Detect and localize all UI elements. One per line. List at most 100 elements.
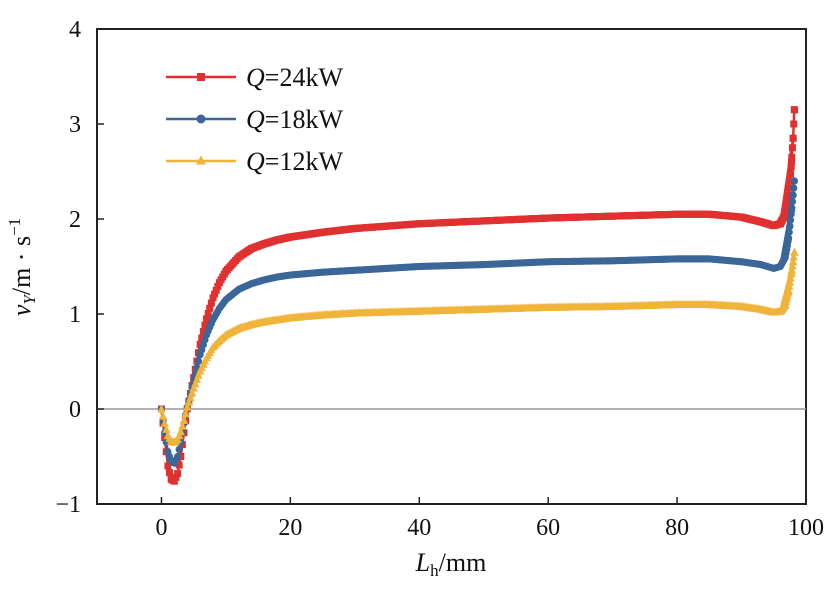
y-tick-label: 1: [69, 302, 81, 328]
x-tick-label: 100: [788, 515, 824, 541]
x-tick-label: 80: [665, 515, 689, 541]
data-point: [176, 427, 185, 436]
data-point: [788, 197, 797, 206]
x-tick-label: 0: [155, 515, 167, 541]
legend-entry-18kw: Q=18kW: [166, 105, 343, 134]
data-point: [785, 184, 793, 192]
data-point: [788, 257, 798, 266]
data-point: [786, 177, 794, 185]
data-point: [187, 388, 197, 397]
data-point: [164, 462, 172, 470]
data-point: [158, 411, 168, 420]
data-point: [788, 153, 796, 161]
data-point: [786, 269, 796, 278]
data-point: [179, 415, 189, 424]
data-point: [782, 206, 790, 214]
y-axis-label: vY/m · s−1: [5, 218, 39, 316]
legend: Q=24kW Q=18kW Q=12kW: [166, 63, 343, 176]
data-point: [201, 321, 209, 329]
x-tick-label: 40: [407, 515, 431, 541]
data-point: [784, 234, 793, 242]
data-point: [783, 203, 791, 211]
data-point: [175, 461, 183, 469]
svg-text:Q=24kW: Q=24kW: [246, 63, 343, 92]
data-point: [173, 452, 182, 461]
data-point: [160, 418, 169, 427]
data-point: [781, 210, 789, 218]
data-point: [784, 285, 793, 294]
data-point: [788, 204, 796, 212]
data-point: [204, 310, 212, 318]
data-point: [786, 273, 795, 282]
data-point: [206, 304, 214, 312]
data-point: [194, 357, 203, 365]
data-point: [198, 334, 206, 342]
data-point: [790, 184, 798, 192]
series-q-12kw: [157, 247, 799, 446]
data-point: [786, 222, 794, 230]
series-q-18kw: [157, 177, 798, 467]
data-point: [789, 134, 797, 142]
data-point: [785, 277, 795, 286]
x-tick-label: 60: [536, 515, 560, 541]
data-point: [207, 299, 215, 307]
data-point: [212, 286, 220, 294]
data-point: [199, 328, 207, 336]
data-point: [184, 397, 194, 406]
data-point: [172, 473, 180, 481]
data-point: [790, 247, 799, 256]
data-point: [785, 191, 793, 199]
data-point: [790, 106, 798, 114]
data-point: [787, 265, 797, 274]
data-point: [787, 170, 795, 178]
data-point: [788, 144, 796, 152]
legend-entry-24kw: Q=24kW: [166, 63, 343, 92]
series-q-24kw: [157, 106, 798, 485]
data-point: [166, 469, 174, 477]
data-point: [186, 393, 195, 402]
legend-label-value: =18kW: [265, 105, 344, 134]
legend-marker-triangle: [196, 155, 206, 165]
legend-label-value: =12kW: [265, 147, 344, 176]
data-point: [183, 402, 192, 411]
data-point: [181, 409, 190, 418]
data-point: [170, 477, 178, 485]
data-point: [194, 370, 203, 379]
legend-marker-circle: [196, 114, 206, 124]
x-tick-label: 20: [278, 515, 302, 541]
data-point: [189, 383, 198, 392]
y-tick-label: 3: [69, 112, 81, 138]
data-point: [788, 261, 797, 270]
data-point: [787, 163, 795, 171]
data-point: [787, 158, 795, 166]
data-point: [785, 228, 793, 236]
data-point: [211, 290, 219, 298]
legend-label-var: Q: [246, 105, 265, 134]
data-point: [162, 424, 171, 433]
data-point: [789, 252, 798, 261]
legend-entry-12kw: Q=12kW: [166, 147, 343, 176]
data-point: [157, 404, 166, 413]
data-point: [191, 379, 200, 388]
legend-label-value: =24kW: [265, 63, 344, 92]
y-tick-label: 2: [69, 207, 81, 233]
plot-frame: [96, 28, 807, 505]
y-tick-label: 0: [69, 397, 81, 423]
data-point: [786, 216, 795, 224]
x-axis-label: Lh/mm: [415, 548, 487, 580]
data-point: [785, 281, 794, 290]
data-point: [209, 294, 217, 302]
data-point: [790, 120, 798, 128]
legend-label-var: Q: [246, 147, 265, 176]
data-point: [790, 177, 798, 185]
data-point: [214, 282, 222, 290]
legend-label-var: Q: [246, 63, 265, 92]
data-point: [787, 210, 795, 218]
svg-text:Q=18kW: Q=18kW: [246, 105, 343, 134]
legend-marker-square: [197, 73, 205, 81]
data-point: [192, 375, 202, 384]
data-point: [178, 421, 187, 430]
y-tick-label: 4: [69, 17, 81, 43]
